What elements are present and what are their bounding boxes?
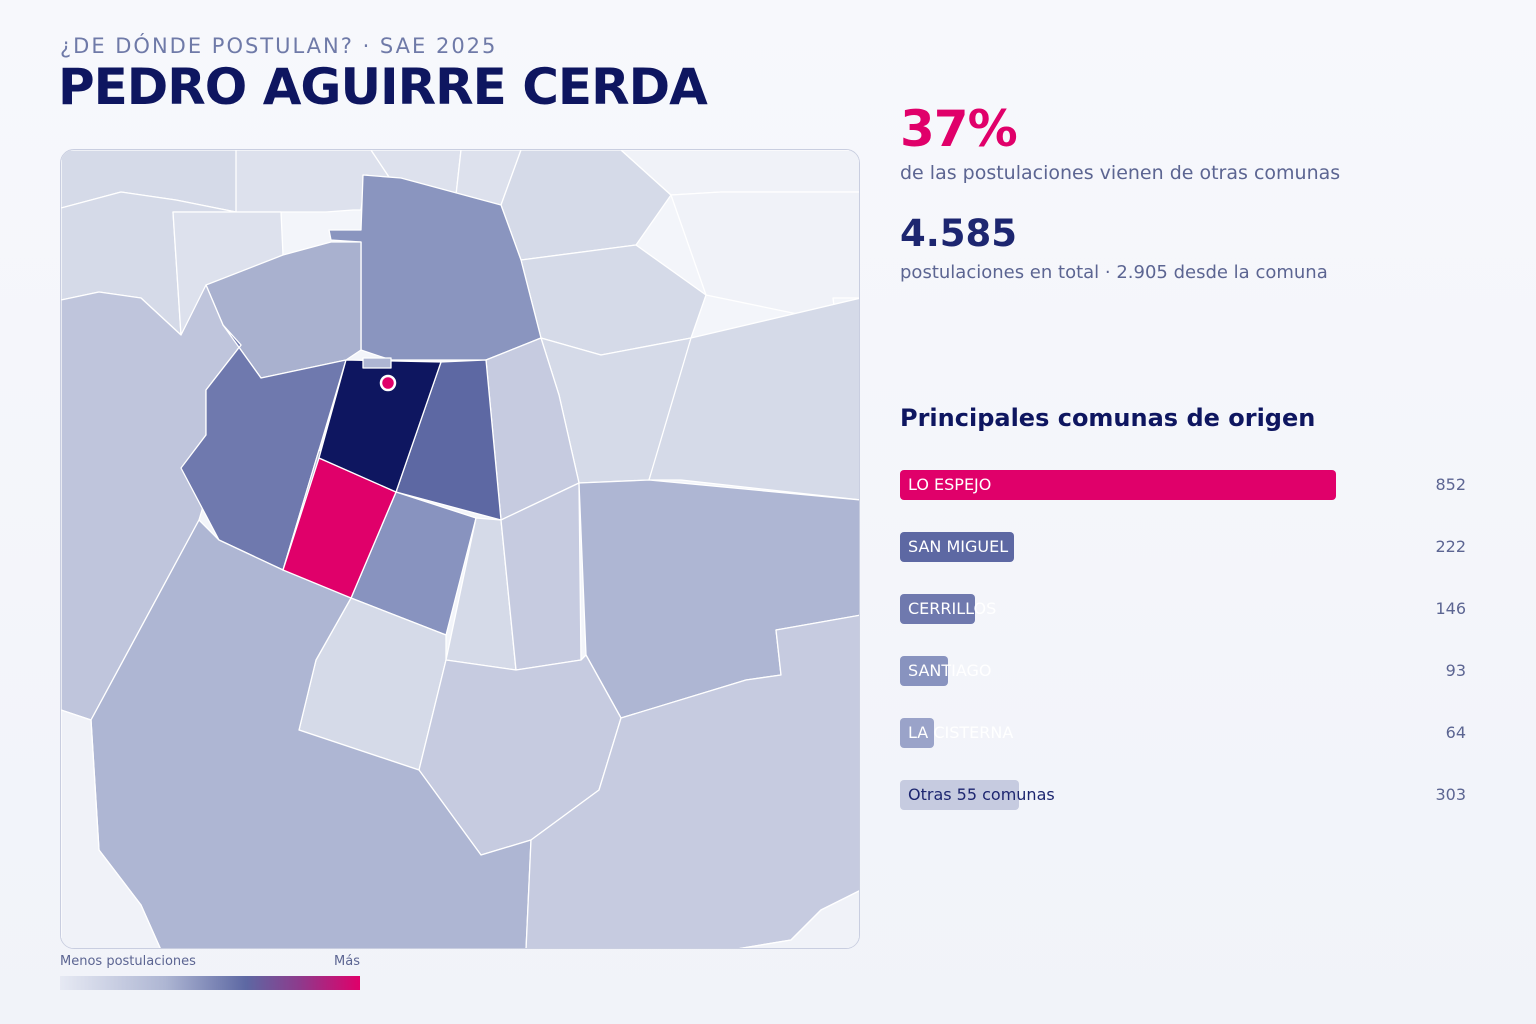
origin-value: 852: [1435, 475, 1466, 494]
origin-bar: [900, 780, 1020, 810]
origin-bar: [900, 594, 975, 624]
location-dot-icon[interactable]: [379, 374, 397, 392]
page-title: PEDRO AGUIRRE CERDA: [58, 58, 708, 116]
origin-label: LO ESPEJO: [908, 475, 992, 494]
origin-row[interactable]: LO ESPEJO 852: [900, 470, 1466, 500]
origin-row[interactable]: SANTIAGO 93: [900, 656, 1466, 686]
choropleth-map: [60, 149, 860, 949]
origin-value: 146: [1435, 599, 1466, 618]
origin-value: 93: [1445, 661, 1466, 680]
map-comuna-pedro-aguirre-cerda[interactable]: [318, 359, 442, 493]
origin-value: 303: [1435, 785, 1466, 804]
origin-row[interactable]: LA CISTERNA 64: [900, 718, 1466, 748]
map-svg: [61, 150, 860, 949]
origin-bar: [900, 532, 1014, 562]
legend-gradient-bar: [60, 976, 360, 990]
origin-label: LA CISTERNA: [908, 723, 1014, 742]
map-comuna-notch: [362, 357, 392, 369]
map-comuna[interactable]: [525, 614, 860, 949]
external-percentage: 37%: [900, 100, 1018, 158]
page-kicker: ¿DE DÓNDE POSTULAN? · SAE 2025: [60, 34, 498, 58]
legend-low-label: Menos postulaciones: [60, 954, 196, 969]
origin-bar: [900, 718, 934, 748]
map-comuna[interactable]: [670, 191, 860, 323]
legend-high-label: Más: [334, 954, 360, 969]
origin-value: 64: [1445, 723, 1466, 742]
origin-row[interactable]: CERRILLOS 146: [900, 594, 1466, 624]
map-comuna[interactable]: [648, 297, 860, 501]
external-percentage-description: de las postulaciones vienen de otras com…: [900, 162, 1341, 184]
origin-label: SANTIAGO: [908, 661, 992, 680]
origin-value: 222: [1435, 537, 1466, 556]
map-comuna[interactable]: [731, 890, 860, 949]
origin-label: SAN MIGUEL: [908, 537, 1009, 556]
total-applications-description: postulaciones en total · 2.905 desde la …: [900, 262, 1328, 283]
origin-label: CERRILLOS: [908, 599, 997, 618]
origins-title: Principales comunas de origen: [900, 404, 1316, 432]
total-applications: 4.585: [900, 212, 1018, 255]
map-comuna[interactable]: [61, 709, 161, 949]
origin-row[interactable]: Otras 55 comunas 303: [900, 780, 1466, 810]
map-legend: Menos postulaciones Más: [60, 954, 360, 990]
origin-label: Otras 55 comunas: [908, 785, 1055, 804]
origin-row[interactable]: SAN MIGUEL 222: [900, 532, 1466, 562]
origin-bar: [900, 470, 1336, 500]
origin-bar: [900, 656, 948, 686]
